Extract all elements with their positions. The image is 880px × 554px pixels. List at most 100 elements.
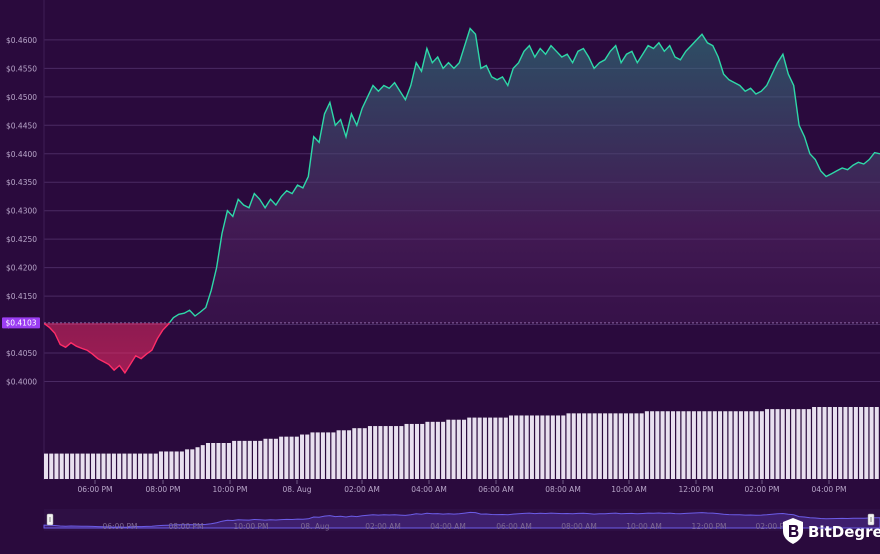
price-area-above-reference	[169, 28, 880, 323]
navigator-tick-label: 02:00 AM	[365, 522, 401, 531]
volume-bar	[467, 417, 472, 479]
volume-bar	[80, 453, 85, 479]
volume-bar	[138, 453, 143, 479]
volume-bar	[514, 415, 519, 479]
volume-bar	[859, 407, 864, 479]
volume-bar	[242, 440, 247, 479]
volume-bar	[75, 453, 80, 479]
volume-bar	[874, 407, 879, 479]
navigator-axis-labels: 06:00 PM 08:00 PM 10:00 PM 08. Aug 02:00 AM 0…	[103, 522, 791, 531]
y-tick-label: $0.4450	[6, 121, 37, 130]
volume-bar	[404, 423, 409, 479]
volume-bar	[733, 411, 738, 479]
volume-bar	[357, 428, 362, 479]
volume-bar	[106, 453, 111, 479]
volume-bar	[796, 409, 801, 479]
volume-bar	[728, 411, 733, 479]
volume-bar	[519, 415, 524, 479]
x-tick-label: 10:00 AM	[611, 485, 647, 494]
volume-bar	[158, 451, 163, 479]
volume-bar	[435, 421, 440, 479]
volume-bar	[414, 423, 419, 479]
navigator-tick-label: 10:00 AM	[626, 522, 662, 531]
volume-bar	[237, 440, 242, 479]
brand-name: BitDegree	[808, 523, 880, 541]
x-tick-label: 12:00 PM	[679, 485, 714, 494]
volume-bar	[529, 415, 534, 479]
volume-bar	[582, 413, 587, 479]
volume-bar	[838, 407, 843, 479]
volume-bar	[556, 415, 561, 479]
volume-bar	[388, 426, 393, 479]
volume-bar	[148, 453, 153, 479]
x-tick-label: 08. Aug	[283, 485, 312, 494]
volume-bar	[117, 453, 122, 479]
navigator-tick-label: 06:00 AM	[496, 522, 532, 531]
volume-bar	[712, 411, 717, 479]
y-tick-label: $0.4150	[6, 292, 37, 301]
volume-bar	[273, 438, 278, 479]
y-tick-label: $0.4400	[6, 150, 37, 159]
volume-bar	[801, 409, 806, 479]
volume-bar	[268, 438, 273, 479]
volume-bar	[806, 409, 811, 479]
volume-bar	[655, 411, 660, 479]
bitdegree-shield-icon	[783, 518, 803, 544]
volume-bar	[639, 413, 644, 479]
price-area-below-reference	[44, 322, 170, 373]
volume-bar	[493, 417, 498, 479]
volume-bar	[331, 432, 336, 479]
volume-bar	[425, 421, 430, 479]
volume-bar	[456, 419, 461, 479]
navigator-tick-label: 06:00 PM	[103, 522, 138, 531]
volume-bar	[200, 445, 205, 479]
navigator-tick-label: 04:00 AM	[430, 522, 466, 531]
volume-bar	[686, 411, 691, 479]
x-tick-label: 02:00 AM	[344, 485, 380, 494]
volume-bar	[780, 409, 785, 479]
volume-bar	[754, 411, 759, 479]
y-axis-labels: $0.4000$0.4050$0.4100$0.4150$0.4200$0.42…	[6, 36, 37, 387]
volume-bar	[352, 428, 357, 479]
volume-bar	[441, 421, 446, 479]
navigator-left-handle[interactable]	[46, 513, 54, 526]
volume-bar	[587, 413, 592, 479]
volume-bar	[498, 417, 503, 479]
navigator-tick-label: 08. Aug	[301, 522, 330, 531]
volume-bar	[430, 421, 435, 479]
volume-bar	[561, 415, 566, 479]
reference-price-label: $0.4103	[5, 319, 36, 328]
volume-bar	[848, 407, 853, 479]
navigator-track[interactable]	[44, 509, 880, 531]
volume-bar	[59, 453, 64, 479]
volume-bar	[367, 426, 372, 479]
volume-bar	[597, 413, 602, 479]
x-tick-label: 06:00 AM	[478, 485, 514, 494]
volume-bar	[472, 417, 477, 479]
navigator-right-handle[interactable]	[867, 513, 875, 526]
volume-bar	[702, 411, 707, 479]
volume-bar	[54, 453, 59, 479]
volume-bar	[618, 413, 623, 479]
volume-bar	[603, 413, 608, 479]
volume-bar	[592, 413, 597, 479]
volume-bar	[153, 453, 158, 479]
volume-bar	[477, 417, 482, 479]
volume-bar	[96, 453, 101, 479]
volume-bar	[665, 411, 670, 479]
y-tick-label: $0.4200	[6, 264, 37, 273]
volume-bar	[326, 432, 331, 479]
y-tick-label: $0.4250	[6, 235, 37, 244]
volume-bar	[394, 426, 399, 479]
volume-bar	[623, 413, 628, 479]
volume-bar	[420, 423, 425, 479]
volume-bar	[263, 438, 268, 479]
navigator-tick-label: 08:00 AM	[561, 522, 597, 531]
volume-bar	[775, 409, 780, 479]
volume-bar	[336, 430, 341, 479]
range-navigator[interactable]: 06:00 PM 08:00 PM 10:00 PM 08. Aug 02:00 AM 0…	[43, 509, 880, 531]
volume-bar	[608, 413, 613, 479]
navigator-series-line	[43, 511, 880, 529]
